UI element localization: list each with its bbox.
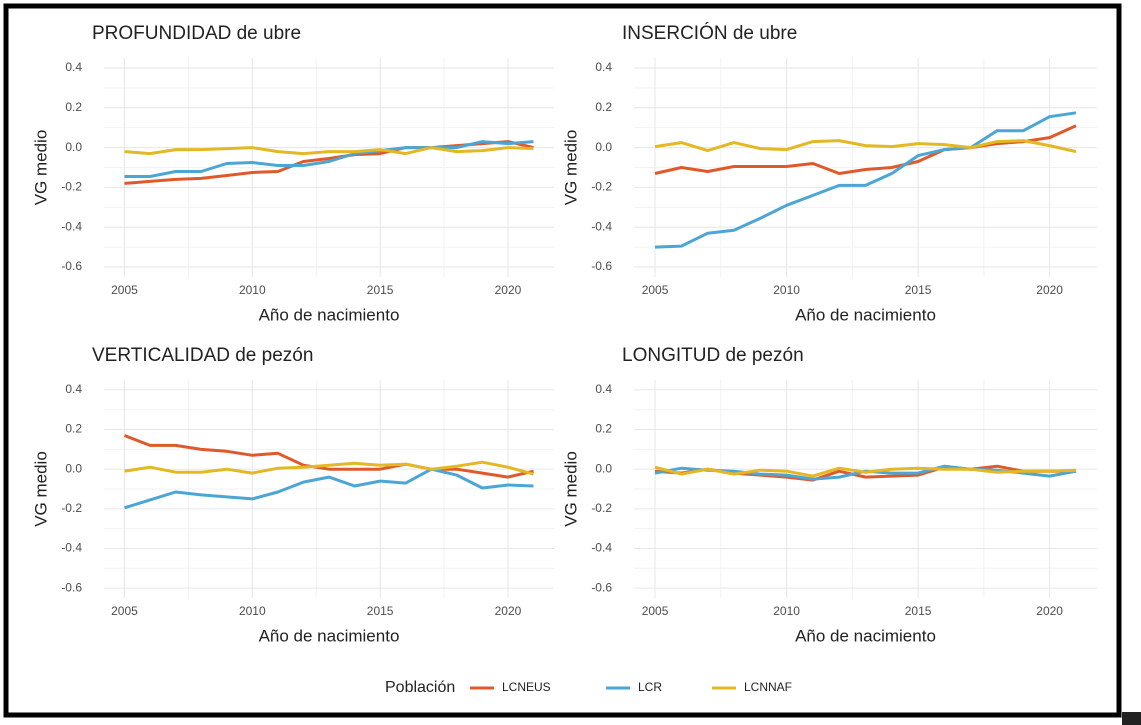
legend-title: Población bbox=[385, 679, 455, 696]
y-axis-label: VG medio bbox=[31, 451, 50, 527]
panel-title: INSERCIÓN de ubre bbox=[622, 22, 797, 44]
y-tick-label: 0.4 bbox=[595, 382, 612, 396]
line bbox=[124, 467, 534, 510]
y-tick-label: -0.4 bbox=[61, 541, 82, 555]
x-tick-label: 2005 bbox=[111, 604, 138, 618]
line bbox=[123, 434, 534, 479]
line bbox=[654, 465, 1077, 478]
y-tick-label: -0.6 bbox=[591, 259, 612, 273]
x-tick-label: 2015 bbox=[905, 604, 932, 618]
y-tick-label: -0.2 bbox=[591, 501, 612, 515]
line bbox=[124, 460, 534, 476]
y-tick-label: -0.4 bbox=[61, 219, 82, 233]
x-tick-label: 2015 bbox=[367, 283, 394, 297]
y-tick-label: -0.6 bbox=[61, 259, 82, 273]
x-tick-label: 2010 bbox=[773, 604, 800, 618]
x-axis-label: Año de nacimiento bbox=[259, 305, 400, 324]
x-tick-label: 2005 bbox=[111, 283, 138, 297]
line bbox=[654, 111, 1077, 249]
y-tick-label: 0.2 bbox=[595, 100, 612, 114]
x-axis-label: Año de nacimiento bbox=[795, 626, 936, 645]
panel-title: LONGITUD de pezón bbox=[622, 345, 804, 366]
line bbox=[654, 124, 1077, 175]
x-tick-label: 2020 bbox=[1036, 283, 1063, 297]
x-tick-label: 2005 bbox=[642, 604, 669, 618]
shadow bbox=[1122, 712, 1141, 725]
x-tick-label: 2015 bbox=[367, 604, 394, 618]
y-tick-label: 0.2 bbox=[65, 100, 82, 114]
y-tick-label: 0.4 bbox=[595, 60, 612, 74]
panel-title: VERTICALIDAD de pezón bbox=[92, 345, 313, 366]
x-tick-label: 2020 bbox=[495, 283, 522, 297]
y-tick-label: -0.6 bbox=[61, 580, 82, 594]
y-axis-label: VG medio bbox=[561, 451, 580, 527]
legend-label: LCNEUS bbox=[502, 680, 551, 694]
legend-label: LCR bbox=[638, 680, 662, 694]
y-tick-label: 0.0 bbox=[595, 461, 612, 475]
x-tick-label: 2010 bbox=[239, 283, 266, 297]
y-tick-label: -0.2 bbox=[61, 501, 82, 515]
x-axis-label: Año de nacimiento bbox=[795, 305, 936, 324]
y-tick-label: 0.0 bbox=[595, 140, 612, 154]
frame bbox=[3, 3, 1122, 718]
x-tick-label: 2020 bbox=[1036, 604, 1063, 618]
x-tick-label: 2015 bbox=[905, 283, 932, 297]
x-tick-label: 2020 bbox=[495, 604, 522, 618]
y-tick-label: -0.2 bbox=[61, 180, 82, 194]
panel-title: PROFUNDIDAD de ubre bbox=[92, 23, 301, 44]
x-tick-label: 2010 bbox=[773, 283, 800, 297]
y-tick-label: 0.2 bbox=[595, 422, 612, 436]
y-axis-label: VG medio bbox=[561, 130, 580, 206]
y-tick-label: -0.4 bbox=[591, 219, 612, 233]
y-tick-label: -0.6 bbox=[591, 580, 612, 594]
y-axis-label: VG medio bbox=[31, 130, 50, 206]
y-tick-label: 0.4 bbox=[65, 382, 82, 396]
y-tick-label: 0.0 bbox=[65, 461, 82, 475]
y-tick-label: 0.2 bbox=[65, 422, 82, 436]
y-tick-label: -0.4 bbox=[591, 541, 612, 555]
y-tick-label: -0.2 bbox=[591, 180, 612, 194]
y-tick-label: 0.0 bbox=[65, 140, 82, 154]
line bbox=[124, 140, 534, 178]
line bbox=[654, 139, 1077, 154]
y-tick-label: 0.4 bbox=[65, 60, 82, 74]
x-tick-label: 2005 bbox=[642, 283, 669, 297]
legend-label: LCNNAF bbox=[744, 680, 792, 694]
x-tick-label: 2010 bbox=[239, 604, 266, 618]
x-axis-label: Año de nacimiento bbox=[259, 626, 400, 645]
line bbox=[124, 146, 534, 156]
